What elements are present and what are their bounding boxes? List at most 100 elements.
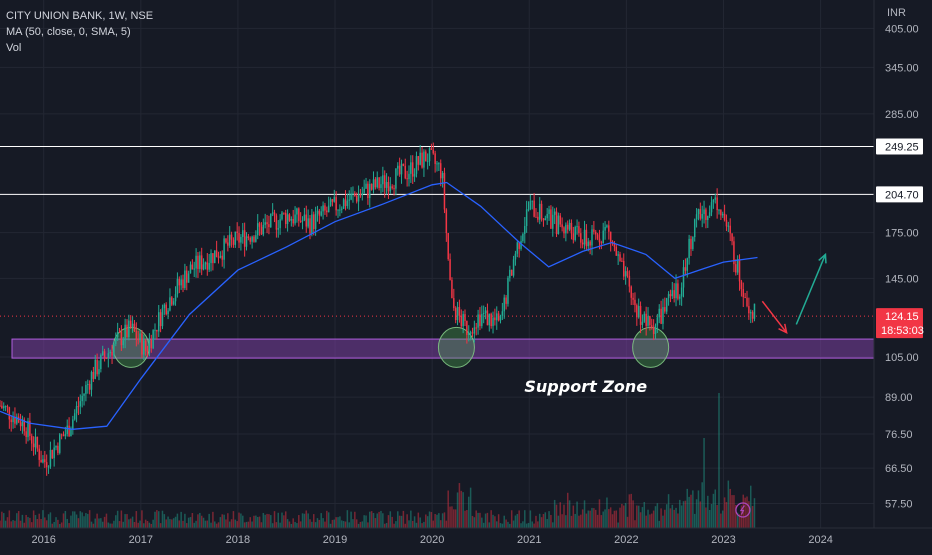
ma-indicator-label[interactable]: MA (50, close, 0, SMA, 5) <box>6 26 131 38</box>
candle-body <box>632 297 634 300</box>
candle-body <box>352 193 354 195</box>
candle-body <box>395 168 397 189</box>
volume-bar <box>410 510 412 528</box>
year-tick-label: 2016 <box>31 534 55 546</box>
volume-bar <box>486 512 489 528</box>
candle-body <box>363 188 365 194</box>
volume-bar <box>561 514 563 528</box>
volume-bar <box>17 511 20 528</box>
candle-body <box>482 312 485 315</box>
volume-bar <box>544 512 547 528</box>
candle-body <box>380 184 382 188</box>
volume-bar <box>619 507 621 528</box>
candle-body <box>669 294 672 297</box>
volume-bar <box>85 513 87 528</box>
candle-body <box>445 209 448 234</box>
volume-bar <box>350 511 352 528</box>
volume-bar <box>441 513 444 528</box>
candle-body <box>0 405 1 407</box>
volume-bar <box>137 522 139 528</box>
candle-body <box>101 351 104 356</box>
volume-bar <box>240 513 242 528</box>
volume-bar <box>62 513 65 528</box>
volume-bar <box>736 512 739 528</box>
lightning-bolt <box>739 505 745 515</box>
volume-bar <box>380 510 382 528</box>
support-touch-circle <box>437 326 475 368</box>
volume-bar <box>411 520 414 528</box>
volume-bar <box>27 517 29 528</box>
volume-bar <box>626 516 629 528</box>
volume-bar <box>684 500 687 528</box>
volume-bar <box>385 522 388 528</box>
volume-bar <box>624 502 627 528</box>
symbol-title[interactable]: CITY UNION BANK, 1W, NSE <box>6 10 154 22</box>
year-tick-label: 2019 <box>323 534 347 546</box>
year-tick-label: 2023 <box>711 534 735 546</box>
volume-bar <box>242 515 244 528</box>
volume-bar <box>172 518 175 528</box>
candle-body <box>240 236 242 243</box>
candle-body <box>548 209 550 215</box>
volume-bar <box>141 510 143 528</box>
volume-bar <box>294 521 296 528</box>
candle-body <box>62 435 65 437</box>
candle-body <box>279 219 281 229</box>
candle-body <box>572 233 575 240</box>
candle-body <box>100 355 102 370</box>
volume-bar <box>533 523 535 528</box>
candle-body <box>428 148 431 162</box>
volume-bar <box>107 522 110 528</box>
candle-body <box>499 315 502 321</box>
volume-bar <box>705 507 707 528</box>
candle-body <box>426 161 429 163</box>
candle-body <box>314 213 317 229</box>
candle-body <box>68 425 70 437</box>
volume-bar <box>643 501 646 528</box>
candle-body <box>432 149 435 154</box>
volume-bar <box>217 522 220 528</box>
volume-bar <box>337 517 339 528</box>
candle-body <box>45 462 48 467</box>
candle-body <box>307 218 309 227</box>
volume-bar <box>273 511 276 528</box>
volume-bar <box>559 502 562 528</box>
volume-bar <box>202 517 205 528</box>
volume-bar <box>720 513 722 528</box>
candle-body <box>733 241 735 265</box>
volume-bar <box>417 512 420 528</box>
candle-body <box>606 225 608 227</box>
candle-body <box>453 298 455 309</box>
candle-body <box>361 193 364 196</box>
candle-body <box>645 313 647 326</box>
volume-bar <box>357 523 360 528</box>
volume-bar <box>462 492 464 528</box>
volume-bar <box>731 495 733 528</box>
volume-bar <box>497 514 500 528</box>
volume-bar <box>630 493 632 528</box>
candle-body <box>587 241 590 247</box>
volume-bar <box>49 512 52 528</box>
candle-body <box>716 197 718 211</box>
candle-body <box>288 214 291 221</box>
candle-body <box>753 303 756 319</box>
candle-body <box>19 422 22 427</box>
volume-bar <box>296 523 298 528</box>
volume-bar <box>378 511 380 528</box>
volume-bar <box>111 523 113 528</box>
candle-body <box>2 406 5 409</box>
candle-body <box>4 406 7 408</box>
volume-bar <box>658 520 660 528</box>
volume-bar <box>256 516 259 528</box>
volume-bar <box>647 509 649 528</box>
volume-bar <box>354 511 356 528</box>
volume-indicator-label[interactable]: Vol <box>6 42 22 54</box>
candle-body <box>133 323 136 332</box>
candle-body <box>79 401 82 407</box>
volume-bar <box>707 495 709 528</box>
candle-body <box>701 213 703 219</box>
volume-bar <box>721 510 724 528</box>
volume-bar <box>527 522 530 528</box>
